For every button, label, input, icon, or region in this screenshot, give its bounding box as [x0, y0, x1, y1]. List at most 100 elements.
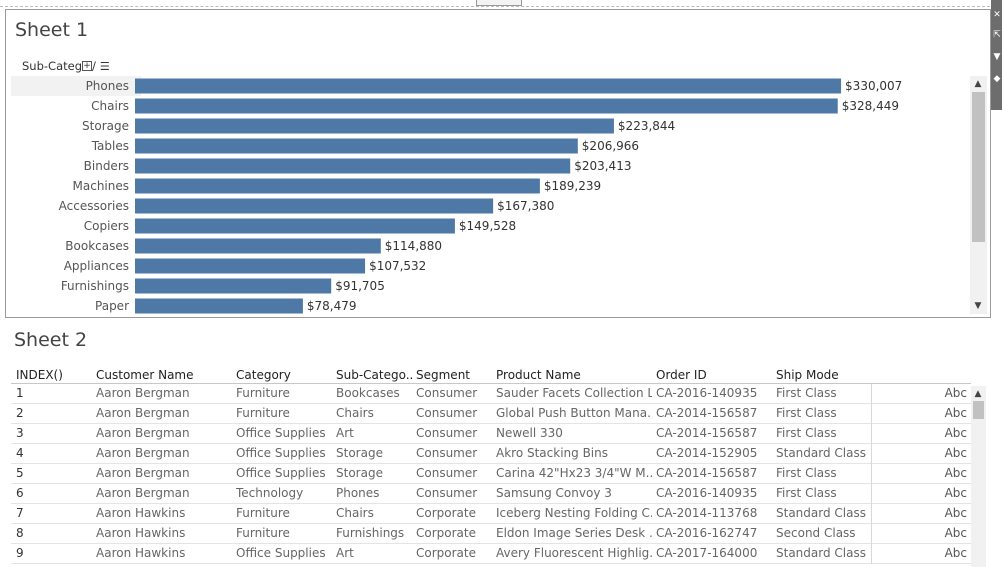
table-row[interactable]: 2 Aaron Bergman Furniture Chairs Consumer Glo… [11, 404, 971, 424]
table-cell: Newell 330 [496, 426, 563, 440]
table-cell: 9 [16, 546, 24, 560]
data-label: $328,449 [842, 99, 899, 113]
category-label[interactable]: Appliances [64, 259, 129, 273]
sheet2-title: Sheet 2 [14, 329, 88, 351]
category-label[interactable]: Storage [82, 119, 129, 133]
table-scroll-up-icon[interactable]: ▲ [974, 389, 982, 399]
table-scrollbar[interactable]: ▲ [971, 386, 986, 567]
table-cell: Eldon Image Series Desk .. [496, 526, 652, 540]
column-header[interactable]: Customer Name [96, 368, 194, 382]
table-cell: Aaron Bergman [96, 466, 190, 480]
category-label[interactable]: Machines [73, 179, 129, 193]
table-scroll-thumb[interactable] [973, 401, 984, 419]
table-cell: CA-2014-156587 [656, 406, 758, 420]
table-cell: Corporate [416, 526, 476, 540]
bar[interactable] [135, 278, 332, 294]
chart-scrollbar[interactable]: ▲ ▼ [970, 76, 987, 314]
bar[interactable] [135, 258, 366, 274]
sort-icon[interactable]: ☰ [99, 59, 110, 73]
table-row[interactable]: 4 Aaron Bergman Office Supplies Storage Cons… [11, 444, 971, 464]
column-header[interactable]: Sub-Catego.. [336, 368, 414, 382]
bar[interactable] [135, 158, 571, 174]
table-row[interactable]: 5 Aaron Bergman Office Supplies Storage Cons… [11, 464, 971, 484]
table-cell: Consumer [416, 466, 478, 480]
scroll-up-icon[interactable]: ▲ [974, 79, 982, 89]
table-cell: Art [336, 426, 354, 440]
data-label: $203,413 [574, 159, 631, 173]
category-label[interactable]: Accessories [59, 199, 129, 213]
expand-hierarchy-icon[interactable]: + [82, 61, 92, 71]
sheet1-panel: Sheet 1 Sub-Categ + / ☰ Phones $330,007 Ch… [5, 9, 991, 318]
category-label[interactable]: Paper [95, 299, 129, 313]
table-cell: Chairs [336, 506, 374, 520]
bar[interactable] [135, 98, 838, 114]
table-cell: CA-2014-156587 [656, 426, 758, 440]
category-label[interactable]: Phones [86, 79, 129, 93]
table-cell: Global Push Button Mana.. [496, 406, 652, 420]
data-label: $330,007 [845, 79, 902, 93]
table-cell: 7 [16, 506, 24, 520]
subcategory-header[interactable]: Sub-Categ + / ☰ [22, 59, 110, 73]
more-options-icon[interactable]: ◆ [993, 74, 1001, 84]
table-cell: Aaron Bergman [96, 386, 190, 400]
category-label[interactable]: Furnishings [61, 279, 129, 293]
category-label[interactable]: Chairs [91, 99, 129, 113]
bar[interactable] [135, 118, 614, 134]
top-drag-tab[interactable] [476, 0, 522, 6]
column-header[interactable]: Order ID [656, 368, 707, 382]
data-label: $189,239 [544, 179, 601, 193]
subcategory-header-label: Sub-Categ [22, 59, 82, 73]
bar[interactable] [135, 178, 540, 194]
table-cell: Aaron Bergman [96, 486, 190, 500]
abc-placeholder: Abc [871, 444, 971, 464]
table-cell: Aaron Bergman [96, 426, 190, 440]
category-label[interactable]: Copiers [84, 219, 129, 233]
table-cell: Furniture [236, 506, 290, 520]
table-cell: Standard Class [776, 506, 866, 520]
table-cell: Akro Stacking Bins [496, 446, 609, 460]
floating-toolbar [991, 0, 1002, 110]
column-header[interactable]: Product Name [496, 368, 581, 382]
table-cell: 4 [16, 446, 24, 460]
bar[interactable] [135, 198, 494, 214]
table-cell: Furnishings [336, 526, 405, 540]
table-cell: First Class [776, 486, 837, 500]
table-cell: Corporate [416, 506, 476, 520]
table-cell: Furniture [236, 526, 290, 540]
expand-icon[interactable]: ⇱ [993, 30, 1001, 40]
table-cell: CA-2016-140935 [656, 386, 758, 400]
filter-icon[interactable]: ▼ [993, 52, 1001, 62]
table-row[interactable]: 7 Aaron Hawkins Furniture Chairs Corporate Ic… [11, 504, 971, 524]
table-cell: First Class [776, 386, 837, 400]
column-header[interactable]: INDEX() [16, 368, 63, 382]
bar[interactable] [135, 238, 381, 254]
column-header[interactable]: Segment [416, 368, 470, 382]
bar[interactable] [135, 138, 578, 154]
table-cell: Consumer [416, 426, 478, 440]
abc-placeholder: Abc [871, 384, 971, 404]
table-row[interactable]: 8 Aaron Hawkins Furniture Furnishings Corpor… [11, 524, 971, 544]
chart-scroll-thumb[interactable] [972, 92, 985, 242]
table-row[interactable]: 3 Aaron Bergman Office Supplies Art Consumer… [11, 424, 971, 444]
table-cell: Furniture [236, 386, 290, 400]
table-row[interactable]: 6 Aaron Bergman Technology Phones Consumer Sa… [11, 484, 971, 504]
category-label[interactable]: Binders [84, 159, 129, 173]
column-header[interactable]: Category [236, 368, 291, 382]
category-label[interactable]: Tables [91, 139, 129, 153]
category-label[interactable]: Bookcases [65, 239, 129, 253]
data-label: $78,479 [307, 299, 357, 313]
bar[interactable] [135, 218, 455, 234]
close-icon[interactable]: ✕ [993, 10, 1001, 20]
scroll-down-icon[interactable]: ▼ [974, 301, 982, 311]
table-row[interactable]: 1 Aaron Bergman Furniture Bookcases Consumer… [11, 384, 971, 404]
table-row[interactable]: 9 Aaron Hawkins Office Supplies Art Corporat… [11, 544, 971, 564]
column-header[interactable]: Ship Mode [776, 368, 839, 382]
table-cell: Storage [336, 466, 383, 480]
table-cell: Corporate [416, 546, 476, 560]
table-cell: Aaron Bergman [96, 406, 190, 420]
table-cell: Iceberg Nesting Folding C.. [496, 506, 652, 520]
data-label: $91,705 [335, 279, 385, 293]
bar[interactable] [135, 298, 303, 314]
table-cell: 3 [16, 426, 24, 440]
bar[interactable] [135, 78, 842, 94]
